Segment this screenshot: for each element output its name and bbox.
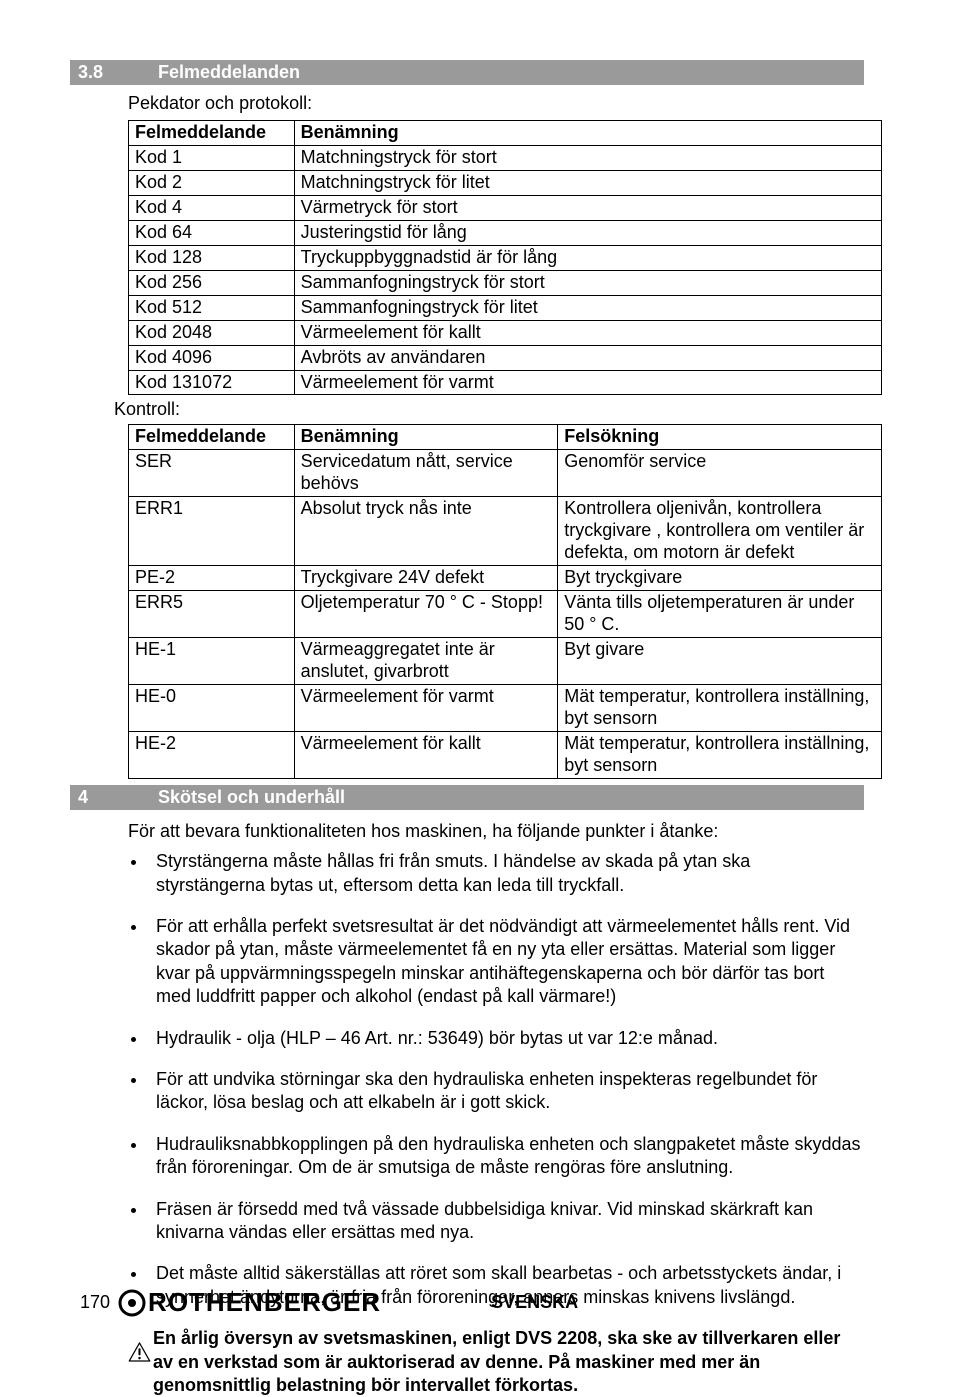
warning-icon — [128, 1327, 151, 1377]
section-number: 4 — [78, 787, 158, 808]
th: Benämning — [294, 121, 881, 146]
td: Matchningstryck för litet — [294, 170, 881, 195]
section-title: Felmeddelanden — [158, 62, 300, 83]
page-number: 170 — [80, 1292, 110, 1313]
td: Justeringstid för lång — [294, 220, 881, 245]
td: Avbröts av användaren — [294, 345, 881, 370]
td: Matchningstryck för stort — [294, 145, 881, 170]
section-number: 3.8 — [78, 62, 158, 83]
td: HE-1 — [129, 638, 295, 685]
td: Byt givare — [558, 638, 882, 685]
th: Felsökning — [558, 425, 882, 450]
table-row: Kod 1Matchningstryck för stort — [129, 145, 882, 170]
kontroll-label: Kontroll: — [114, 399, 864, 420]
section-header-4: 4 Skötsel och underhåll — [70, 785, 864, 810]
table-row: Kod 4Värmetryck för stort — [129, 195, 882, 220]
warning-block: En årlig översyn av svetsmaskinen, enlig… — [128, 1327, 864, 1397]
td: Värmeaggregatet inte är anslutet, givarb… — [294, 638, 558, 685]
td: Kod 2 — [129, 170, 295, 195]
td: Kod 512 — [129, 295, 295, 320]
section-title: Skötsel och underhåll — [158, 787, 345, 808]
brand-text: ROTHENBERGER — [148, 1287, 381, 1318]
td: Värmeelement för kallt — [294, 731, 558, 778]
table-row: Kod 512Sammanfogningstryck för litet — [129, 295, 882, 320]
intro-text-1: Pekdator och protokoll: — [128, 93, 864, 114]
td: Genomför service — [558, 450, 882, 497]
table-row: ERR5Oljetemperatur 70 ° C - Stopp!Vänta … — [129, 591, 882, 638]
td: Kod 4 — [129, 195, 295, 220]
maintenance-list: Styrstängerna måste hållas fri från smut… — [148, 850, 864, 1309]
list-item: Hydraulik - olja (HLP – 46 Art. nr.: 536… — [148, 1027, 864, 1050]
td: Värmeelement för kallt — [294, 320, 881, 345]
td: Byt tryckgivare — [558, 566, 882, 591]
table-row: SERServicedatum nått, service behövsGeno… — [129, 450, 882, 497]
td: Mät temperatur, kontrollera inställning,… — [558, 684, 882, 731]
td: Kontrollera oljenivån, kontrollera tryck… — [558, 497, 882, 566]
td: Kod 256 — [129, 270, 295, 295]
error-codes-table-1: Felmeddelande Benämning Kod 1Matchningst… — [128, 120, 882, 395]
table-row: ERR1Absolut tryck nås inteKontrollera ol… — [129, 497, 882, 566]
th: Felmeddelande — [129, 121, 295, 146]
td: Vänta tills oljetemperaturen är under 50… — [558, 591, 882, 638]
table-row: Kod 128Tryckuppbyggnadstid är för lång — [129, 245, 882, 270]
table-header-row: Felmeddelande Benämning — [129, 121, 882, 146]
td: Tryckgivare 24V defekt — [294, 566, 558, 591]
td: HE-0 — [129, 684, 295, 731]
td: Kod 4096 — [129, 345, 295, 370]
table-row: Kod 256Sammanfogningstryck för stort — [129, 270, 882, 295]
td: Kod 131072 — [129, 370, 295, 395]
td: Kod 1 — [129, 145, 295, 170]
list-item: För att erhålla perfekt svetsresultat är… — [148, 915, 864, 1009]
table-row: Kod 64Justeringstid för lång — [129, 220, 882, 245]
td: Värmeelement för varmt — [294, 684, 558, 731]
td: Servicedatum nått, service behövs — [294, 450, 558, 497]
td: Värmetryck för stort — [294, 195, 881, 220]
brand-logo: ROTHENBERGER — [118, 1287, 381, 1318]
th: Felmeddelande — [129, 425, 295, 450]
td: ERR1 — [129, 497, 295, 566]
td: HE-2 — [129, 731, 295, 778]
th: Benämning — [294, 425, 558, 450]
table-row: PE-2Tryckgivare 24V defektByt tryckgivar… — [129, 566, 882, 591]
td: SER — [129, 450, 295, 497]
table-row: HE-2Värmeelement för kalltMät temperatur… — [129, 731, 882, 778]
td: Tryckuppbyggnadstid är för lång — [294, 245, 881, 270]
td: Mät temperatur, kontrollera inställning,… — [558, 731, 882, 778]
td: Oljetemperatur 70 ° C - Stopp! — [294, 591, 558, 638]
table-row: HE-0Värmeelement för varmtMät temperatur… — [129, 684, 882, 731]
body-intro: För att bevara funktionaliteten hos mask… — [128, 820, 864, 843]
page-footer: 170 ROTHENBERGER SVENSKA — [0, 1287, 954, 1318]
list-item: För att undvika störningar ska den hydra… — [148, 1068, 864, 1115]
td: Sammanfogningstryck för stort — [294, 270, 881, 295]
table-row: Kod 2048Värmeelement för kallt — [129, 320, 882, 345]
td: PE-2 — [129, 566, 295, 591]
td: ERR5 — [129, 591, 295, 638]
table-row: HE-1Värmeaggregatet inte är anslutet, gi… — [129, 638, 882, 685]
list-item: Styrstängerna måste hållas fri från smut… — [148, 850, 864, 897]
td: Värmeelement för varmt — [294, 370, 881, 395]
table-row: Kod 131072Värmeelement för varmt — [129, 370, 882, 395]
section-header-3-8: 3.8 Felmeddelanden — [70, 60, 864, 85]
list-item: Fräsen är försedd med två vässade dubbel… — [148, 1198, 864, 1245]
language-label: SVENSKA — [491, 1292, 578, 1313]
table-row: Kod 2Matchningstryck för litet — [129, 170, 882, 195]
td: Kod 64 — [129, 220, 295, 245]
table-header-row: Felmeddelande Benämning Felsökning — [129, 425, 882, 450]
table-row: Kod 4096Avbröts av användaren — [129, 345, 882, 370]
warning-text: En årlig översyn av svetsmaskinen, enlig… — [153, 1327, 864, 1397]
td: Sammanfogningstryck för litet — [294, 295, 881, 320]
list-item: Hudrauliksnabbkopplingen på den hydrauli… — [148, 1133, 864, 1180]
td: Absolut tryck nås inte — [294, 497, 558, 566]
error-codes-table-2: Felmeddelande Benämning Felsökning SERSe… — [128, 424, 882, 778]
td: Kod 128 — [129, 245, 295, 270]
td: Kod 2048 — [129, 320, 295, 345]
brand-bullet-icon — [118, 1289, 146, 1317]
